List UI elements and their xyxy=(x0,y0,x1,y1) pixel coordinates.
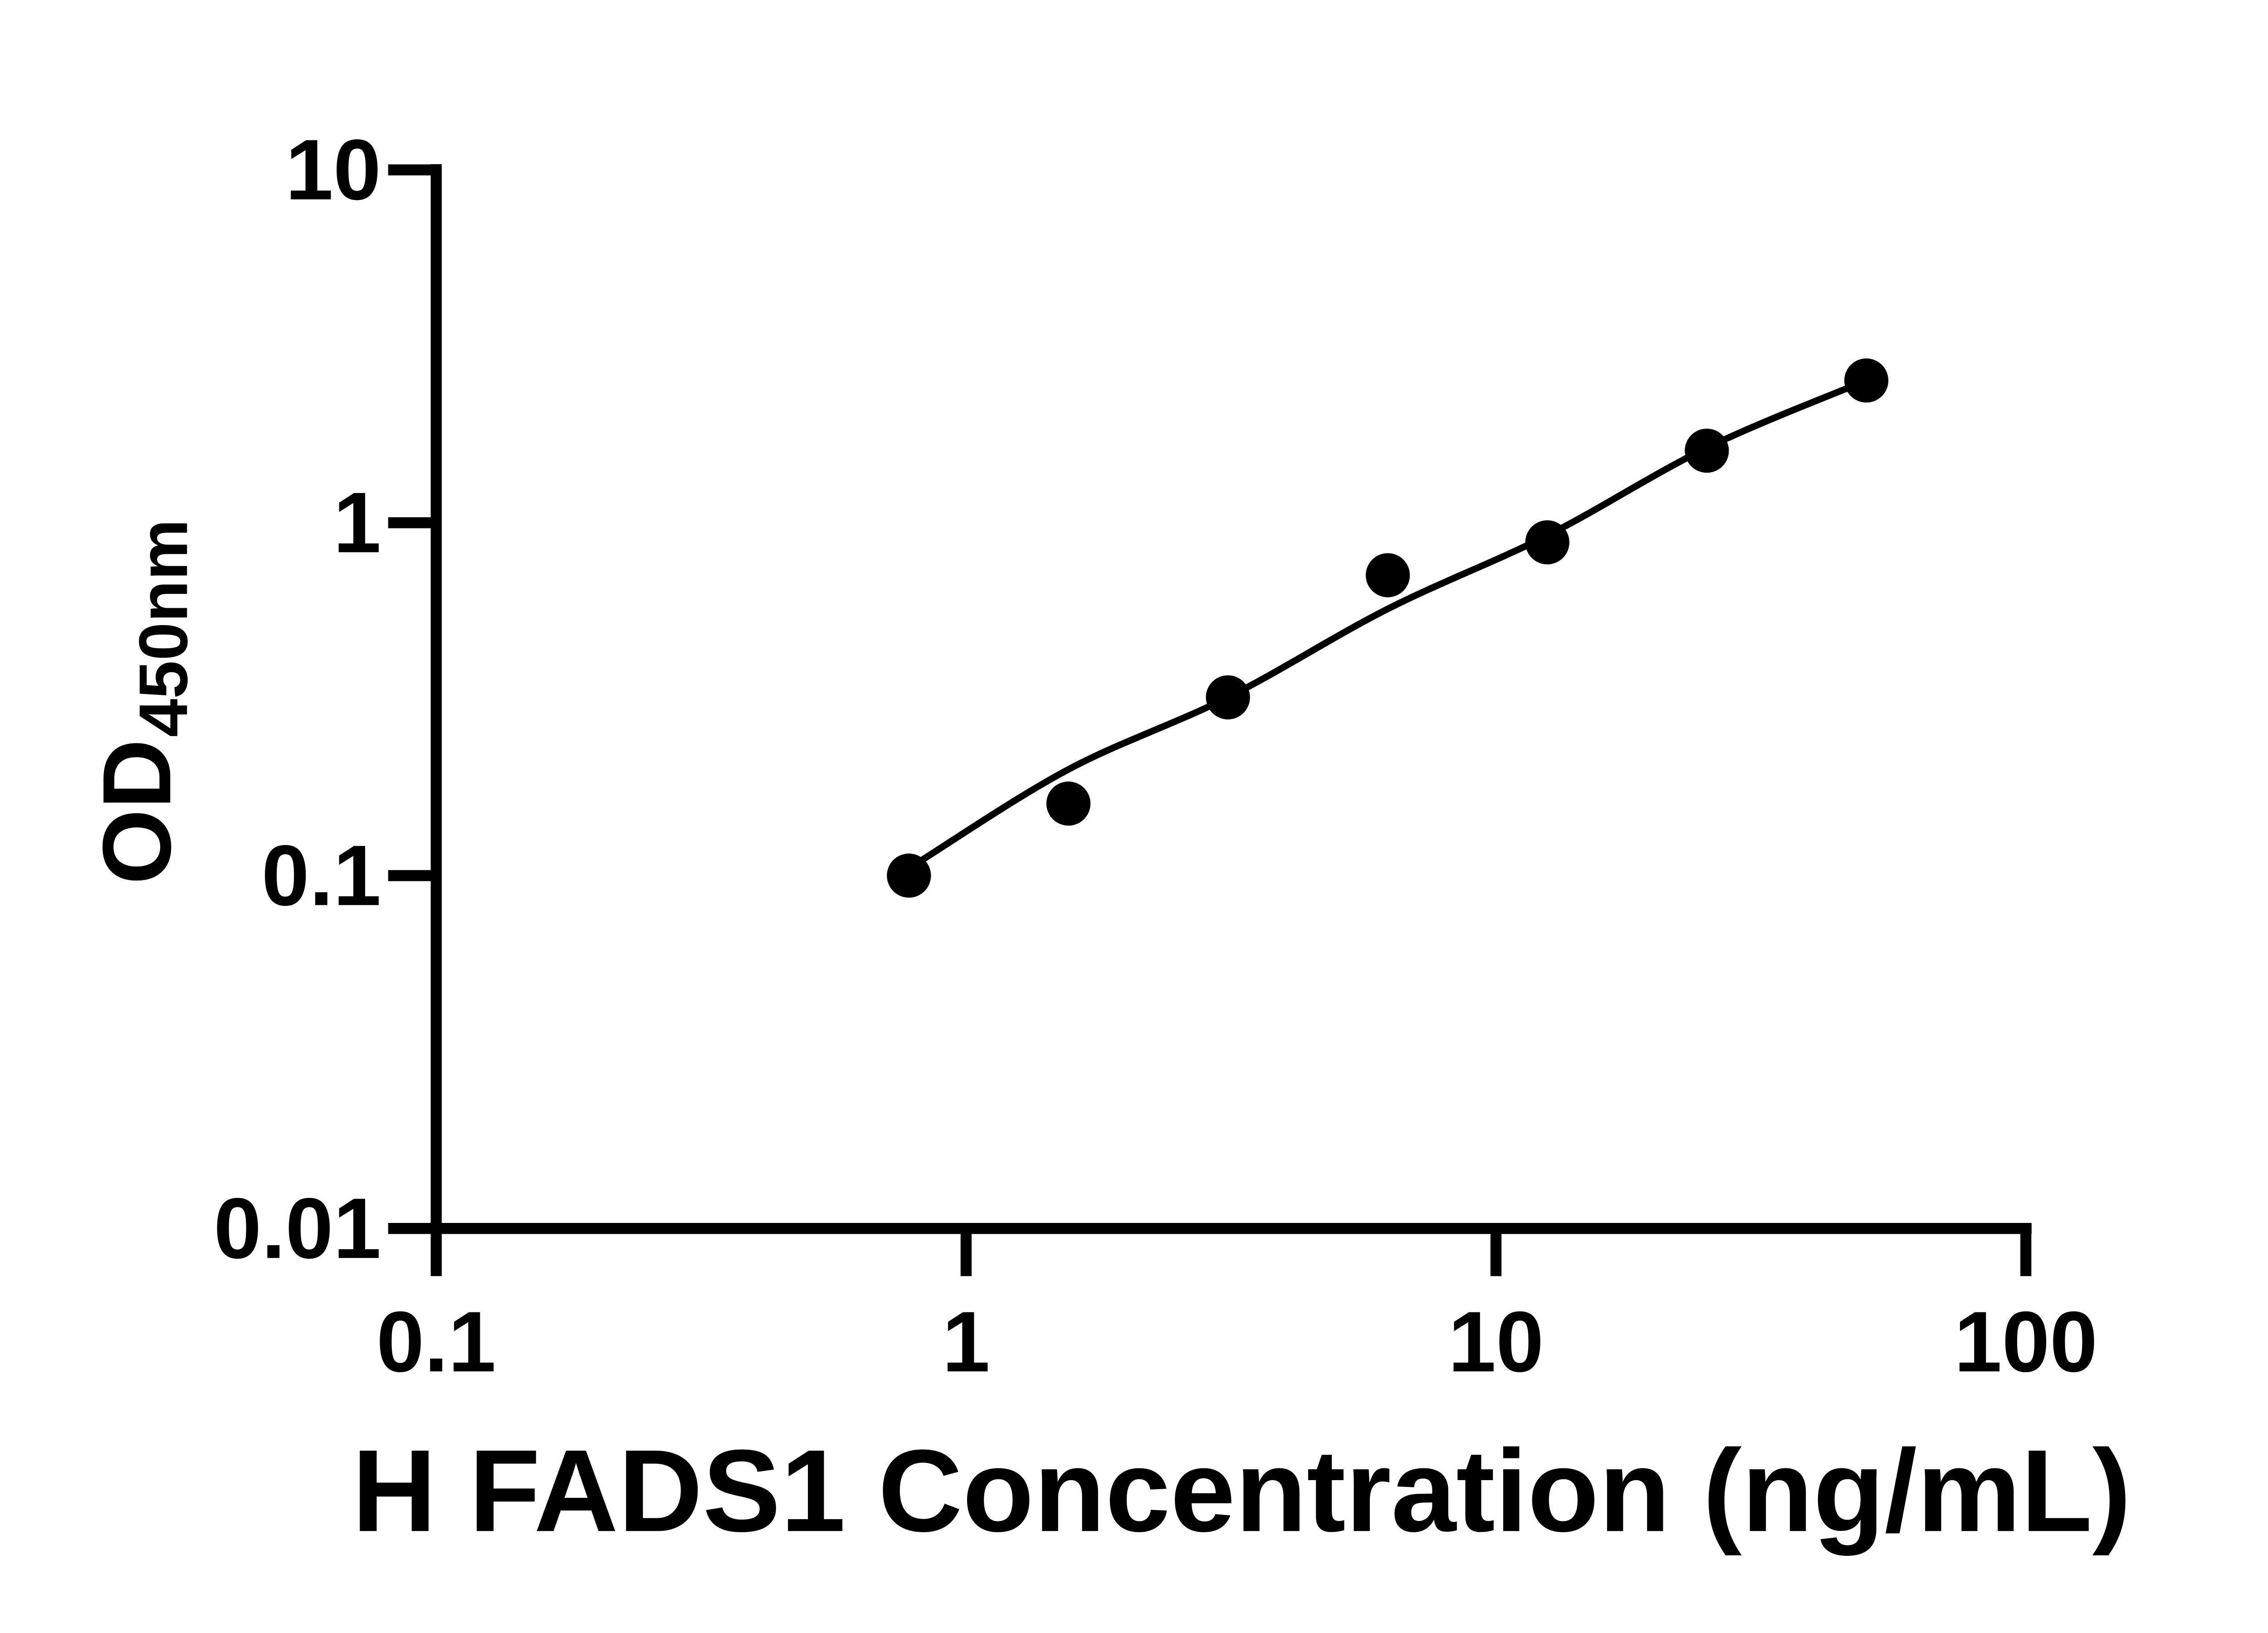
y-axis-title: OD 450nm xyxy=(83,519,202,885)
data-point xyxy=(1525,520,1569,565)
x-ticks-group xyxy=(430,1228,2032,1276)
data-point xyxy=(1844,358,1889,403)
y-tick-label: 0.1 xyxy=(262,827,381,924)
x-tick-label: 10 xyxy=(1448,1294,1544,1390)
axes xyxy=(430,164,2032,1234)
y-tick-label: 0.01 xyxy=(214,1180,381,1276)
data-point xyxy=(1685,428,1729,473)
data-point xyxy=(887,853,931,898)
data-point xyxy=(1206,675,1250,719)
x-tick-label: 1 xyxy=(942,1294,990,1390)
data-point xyxy=(1046,781,1091,826)
data-point xyxy=(1365,553,1410,597)
y-ticks-group xyxy=(388,164,436,1234)
data-points-group xyxy=(887,358,1889,898)
y-tick-label: 1 xyxy=(333,474,381,571)
y-axis-title-subscript: 450nm xyxy=(125,519,202,737)
y-axis-title-main: OD xyxy=(83,739,191,885)
y-tick-labels-group: 0.01 0.1 1 10 xyxy=(214,122,381,1276)
y-tick-label: 10 xyxy=(285,122,381,218)
x-tick-label: 0.1 xyxy=(376,1294,496,1390)
x-axis-title: H FADS1 Concentration (ng/mL) xyxy=(352,1425,2131,1556)
x-tick-labels-group: 0.1 1 10 100 xyxy=(376,1294,2097,1390)
x-tick-label: 100 xyxy=(1954,1294,2097,1390)
